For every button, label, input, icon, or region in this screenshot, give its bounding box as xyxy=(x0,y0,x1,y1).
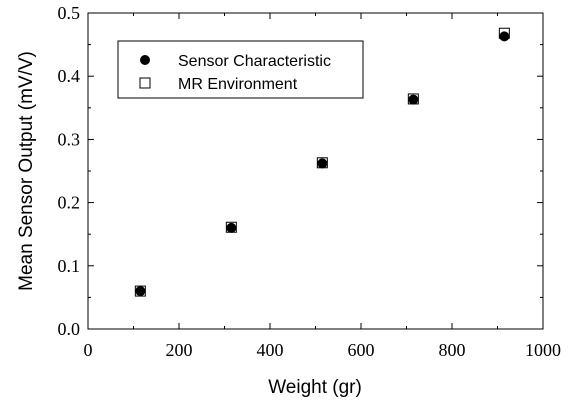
x-tick-label: 400 xyxy=(257,340,284,360)
data-point-sensor-characteristic xyxy=(226,222,237,233)
axis-ticks xyxy=(87,12,544,330)
y-tick-label: 0.4 xyxy=(58,66,81,86)
y-tick-label: 0.0 xyxy=(58,319,81,339)
x-tick-labels: 0 200 400 600 800 1000 xyxy=(84,340,562,360)
data-point-sensor-characteristic xyxy=(317,158,328,169)
y-tick-label: 0.3 xyxy=(58,129,81,149)
legend-box xyxy=(117,40,364,99)
y-tick-labels: 0.0 0.1 0.2 0.3 0.4 0.5 xyxy=(58,3,81,339)
legend: Sensor Characteristic MR Environment xyxy=(117,40,364,99)
data-point-mr-environment xyxy=(134,285,146,297)
x-tick-label: 600 xyxy=(348,340,375,360)
x-tick-label: 1000 xyxy=(525,340,561,360)
data-point-mr-environment xyxy=(407,93,419,105)
x-tick-label: 800 xyxy=(439,340,466,360)
legend-marker-open-square xyxy=(139,77,151,89)
legend-marker-filled-circle xyxy=(140,55,150,65)
data-point-sensor-characteristic xyxy=(135,286,146,297)
x-tick-label: 200 xyxy=(166,340,193,360)
data-point-mr-environment xyxy=(316,157,328,169)
y-tick-label: 0.1 xyxy=(58,256,81,276)
data-point-sensor-characteristic xyxy=(499,31,510,42)
data-point-sensor-characteristic xyxy=(408,94,419,105)
y-axis-label: Mean Sensor Output (mV/V) xyxy=(16,51,37,291)
x-axis-label: Weight (gr) xyxy=(268,377,362,398)
legend-label-sensor-characteristic: Sensor Characteristic xyxy=(178,53,331,70)
legend-label-mr-environment: MR Environment xyxy=(178,76,298,93)
data-points xyxy=(134,27,510,297)
data-point-mr-environment xyxy=(225,221,237,233)
data-point-mr-environment xyxy=(498,27,510,39)
x-tick-label: 0 xyxy=(84,340,93,360)
y-tick-label: 0.5 xyxy=(58,3,81,23)
y-tick-label: 0.2 xyxy=(58,193,81,213)
